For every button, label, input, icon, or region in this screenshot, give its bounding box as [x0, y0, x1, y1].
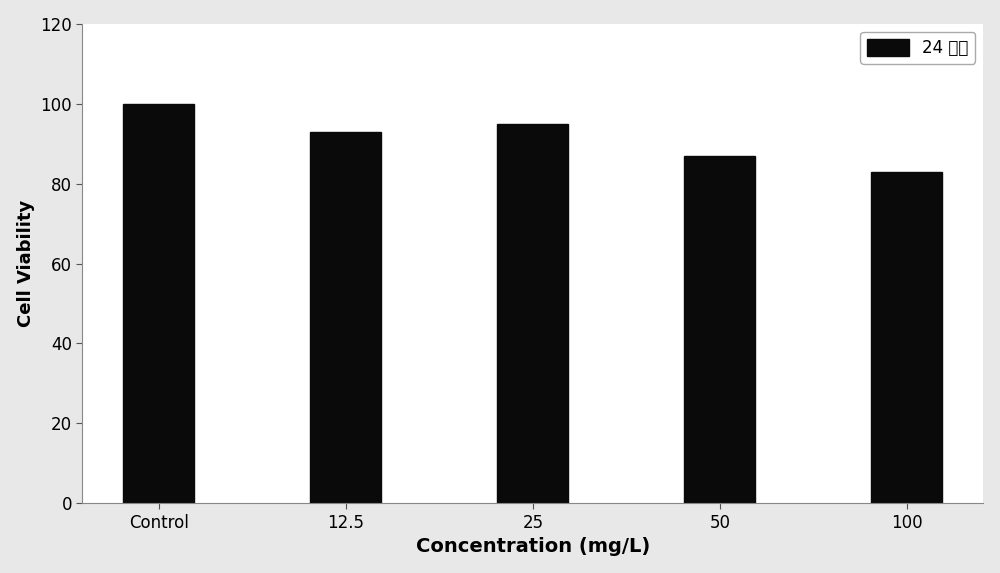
Bar [497, 124, 568, 503]
Y-axis label: Cell Viability: Cell Viability [17, 200, 35, 327]
Legend: 24 小时: 24 小时 [860, 32, 975, 64]
Bar [871, 171, 942, 503]
Bar [684, 156, 755, 503]
Bar [310, 132, 381, 503]
Bar [123, 104, 194, 503]
X-axis label: Concentration (mg/L): Concentration (mg/L) [416, 537, 650, 556]
